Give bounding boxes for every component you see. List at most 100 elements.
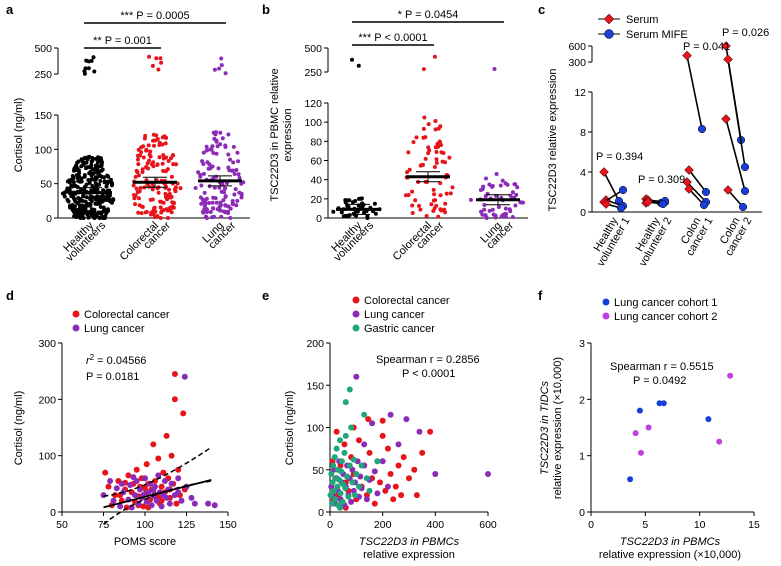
legend-marker — [72, 310, 80, 318]
y-axis-label: relative expression (×10,000) — [552, 357, 564, 499]
p-value-label: P < 0.0001 — [402, 368, 455, 380]
data-point — [219, 56, 224, 61]
data-point — [139, 204, 144, 209]
data-point — [207, 162, 212, 167]
data-point — [104, 184, 109, 189]
y-tick-label: 100 — [34, 144, 52, 156]
data-point — [372, 201, 377, 206]
data-point-1 — [163, 494, 170, 501]
data-point — [102, 216, 107, 220]
data-point — [84, 182, 89, 187]
data-point — [78, 216, 83, 220]
data-point-0 — [102, 469, 109, 476]
data-point — [87, 154, 92, 159]
data-point-1 — [727, 372, 734, 379]
data-point — [136, 210, 141, 215]
data-point — [434, 160, 439, 165]
data-point — [141, 155, 146, 160]
data-point-0 — [636, 407, 643, 414]
data-point — [155, 137, 160, 141]
data-point — [151, 164, 156, 169]
data-point — [421, 162, 425, 167]
data-point — [211, 151, 216, 155]
data-point-2 — [356, 483, 362, 490]
data-point — [91, 209, 96, 213]
data-point — [212, 185, 217, 190]
data-point-1 — [348, 498, 355, 505]
serum-point — [721, 41, 731, 51]
y-tick-label: 300 — [568, 57, 586, 69]
data-point-2 — [358, 462, 365, 469]
data-point — [350, 200, 355, 205]
data-point — [198, 172, 203, 177]
data-point-1 — [645, 424, 652, 431]
data-point — [102, 175, 106, 180]
data-point — [214, 200, 219, 205]
data-point-2 — [330, 487, 337, 494]
data-point — [134, 186, 139, 191]
data-point — [161, 200, 166, 205]
confidence-band-upper — [103, 446, 212, 497]
legend-marker — [602, 298, 610, 306]
data-point — [426, 122, 431, 127]
y-axis-label: Cortisol (ng/ml) — [13, 98, 25, 173]
data-point — [343, 200, 348, 205]
data-point — [81, 193, 86, 198]
data-point — [421, 67, 426, 72]
data-point — [150, 197, 155, 202]
panel-letter-f: f — [538, 288, 543, 303]
data-point-1 — [379, 458, 386, 465]
data-point — [218, 200, 223, 205]
x-tick-label: 200 — [374, 519, 392, 531]
pair-line — [727, 59, 746, 168]
data-point — [513, 182, 518, 187]
data-point-1 — [161, 478, 168, 484]
data-point — [163, 191, 168, 196]
data-point-0 — [379, 417, 386, 424]
data-point — [202, 207, 207, 212]
data-point — [221, 209, 226, 214]
y-tick-label: 150 — [34, 110, 52, 122]
x-tick-label: 10 — [694, 519, 706, 531]
data-point — [431, 198, 436, 203]
data-point-1 — [485, 471, 491, 477]
data-point — [172, 200, 176, 205]
data-point-2 — [363, 475, 370, 482]
data-point-1 — [178, 497, 185, 504]
data-point-0 — [356, 437, 362, 444]
data-point — [424, 214, 429, 218]
data-point-0 — [406, 475, 412, 482]
p-value-label: P = 0.394 — [596, 151, 643, 163]
data-point — [158, 56, 163, 61]
data-point — [219, 214, 224, 219]
data-point — [207, 201, 211, 205]
data-point — [493, 213, 498, 218]
r-squared-value: = 0.04566 — [94, 355, 146, 367]
data-point-0 — [155, 455, 162, 462]
data-point — [487, 182, 492, 187]
legend-marker — [352, 310, 360, 318]
x-tick-label: 0 — [327, 519, 333, 531]
serum-point — [684, 165, 694, 175]
data-point — [79, 164, 84, 169]
data-point-0 — [341, 441, 348, 448]
data-point — [89, 199, 94, 203]
data-point — [487, 208, 492, 213]
data-point — [105, 173, 110, 178]
data-point — [202, 190, 207, 195]
data-point — [139, 145, 144, 150]
data-point — [99, 160, 104, 165]
data-point — [223, 194, 228, 199]
data-point — [507, 207, 512, 212]
x-tick-label: 75 — [98, 519, 110, 531]
data-point — [212, 67, 217, 72]
data-point — [133, 202, 137, 207]
data-point — [504, 212, 508, 216]
data-point — [89, 159, 94, 164]
panel-e-chart: 0 200 400 600 0 50 100 150 200 Colorectal cancer L… — [284, 295, 497, 561]
data-point — [71, 196, 76, 201]
data-point — [231, 160, 236, 165]
data-point-2 — [352, 492, 358, 499]
data-point — [74, 173, 79, 178]
data-point-1 — [361, 441, 368, 448]
